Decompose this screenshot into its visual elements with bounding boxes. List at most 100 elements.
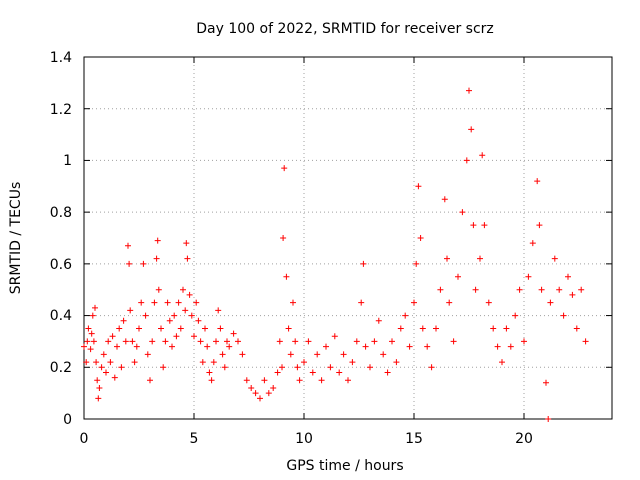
data-point <box>538 286 545 293</box>
data-point <box>88 330 95 337</box>
data-points <box>81 87 589 422</box>
data-point <box>419 325 426 332</box>
data-point <box>371 338 378 345</box>
chart-title: Day 100 of 2022, SRMTID for receiver scr… <box>196 21 494 37</box>
data-point <box>208 377 215 384</box>
data-point <box>122 338 129 345</box>
data-point <box>127 307 134 314</box>
data-point <box>411 299 417 306</box>
data-point <box>155 286 162 293</box>
data-point <box>195 317 202 324</box>
data-point <box>547 299 554 306</box>
data-point <box>154 237 161 244</box>
data-point <box>494 343 501 350</box>
data-point <box>503 325 510 332</box>
data-point <box>153 255 160 262</box>
data-point <box>177 325 184 332</box>
y-tick-label: 1.2 <box>50 102 72 118</box>
data-point <box>226 343 233 350</box>
data-point <box>89 312 96 319</box>
data-point <box>472 286 479 293</box>
x-tick-label: 0 <box>80 431 89 447</box>
data-point <box>206 369 213 376</box>
y-tick-label: 0 <box>63 412 72 428</box>
data-point <box>294 364 301 371</box>
data-point <box>160 364 167 371</box>
data-point <box>98 364 105 371</box>
data-point <box>270 384 277 391</box>
data-point <box>516 286 523 293</box>
data-point <box>142 312 149 319</box>
data-point <box>543 379 549 386</box>
data-point <box>158 325 164 332</box>
data-point <box>569 291 576 298</box>
data-point <box>573 325 580 332</box>
data-point <box>265 390 272 397</box>
data-point <box>389 338 395 345</box>
data-point <box>512 312 519 319</box>
data-point <box>367 364 373 371</box>
data-point <box>463 157 470 164</box>
data-point <box>280 235 287 241</box>
data-point <box>499 359 505 366</box>
data-point <box>485 299 492 306</box>
data-point <box>84 338 91 345</box>
data-point <box>413 260 420 267</box>
data-point <box>441 196 448 203</box>
data-point <box>144 351 151 358</box>
data-point <box>248 384 255 391</box>
data-point <box>213 338 219 345</box>
data-point <box>279 364 285 371</box>
data-point <box>327 364 334 371</box>
data-point <box>215 307 222 314</box>
data-point <box>87 346 94 353</box>
data-point <box>239 351 246 358</box>
data-point <box>182 307 189 314</box>
data-point <box>309 369 316 376</box>
data-point <box>138 299 145 306</box>
data-point <box>323 343 329 350</box>
data-point <box>578 286 585 293</box>
data-point <box>360 260 367 267</box>
data-point <box>169 343 175 350</box>
data-point <box>345 377 351 384</box>
x-axis-label: GPS time / hours <box>286 458 403 474</box>
y-tick-label: 0.2 <box>50 360 72 376</box>
data-point <box>193 299 200 306</box>
data-point <box>470 222 477 229</box>
data-point <box>92 304 98 311</box>
data-point <box>171 312 178 319</box>
data-point <box>281 165 288 172</box>
data-point <box>126 260 133 267</box>
x-tick-label: 15 <box>405 431 423 447</box>
axis-ticks <box>83 56 612 420</box>
data-point <box>406 343 413 350</box>
data-point <box>164 299 171 306</box>
data-point <box>353 338 360 345</box>
data-point <box>415 183 422 190</box>
data-point <box>221 364 228 371</box>
data-point <box>166 317 173 324</box>
data-point <box>362 343 369 350</box>
data-point <box>296 377 303 384</box>
data-point <box>455 273 461 280</box>
data-point <box>556 286 563 293</box>
data-point <box>477 255 483 262</box>
data-point <box>560 312 567 319</box>
data-point <box>100 351 107 358</box>
data-point <box>202 325 208 332</box>
data-point <box>290 299 296 306</box>
data-point <box>521 338 527 345</box>
y-tick-label: 1 <box>63 153 72 169</box>
data-point <box>393 359 400 366</box>
data-point <box>305 338 312 345</box>
data-point <box>173 333 180 340</box>
data-point <box>183 240 190 247</box>
data-point <box>274 369 281 376</box>
data-point <box>481 222 488 229</box>
data-point <box>507 343 514 350</box>
data-point <box>140 260 147 267</box>
data-point <box>285 325 292 332</box>
data-point <box>565 273 571 280</box>
data-point <box>437 286 444 293</box>
